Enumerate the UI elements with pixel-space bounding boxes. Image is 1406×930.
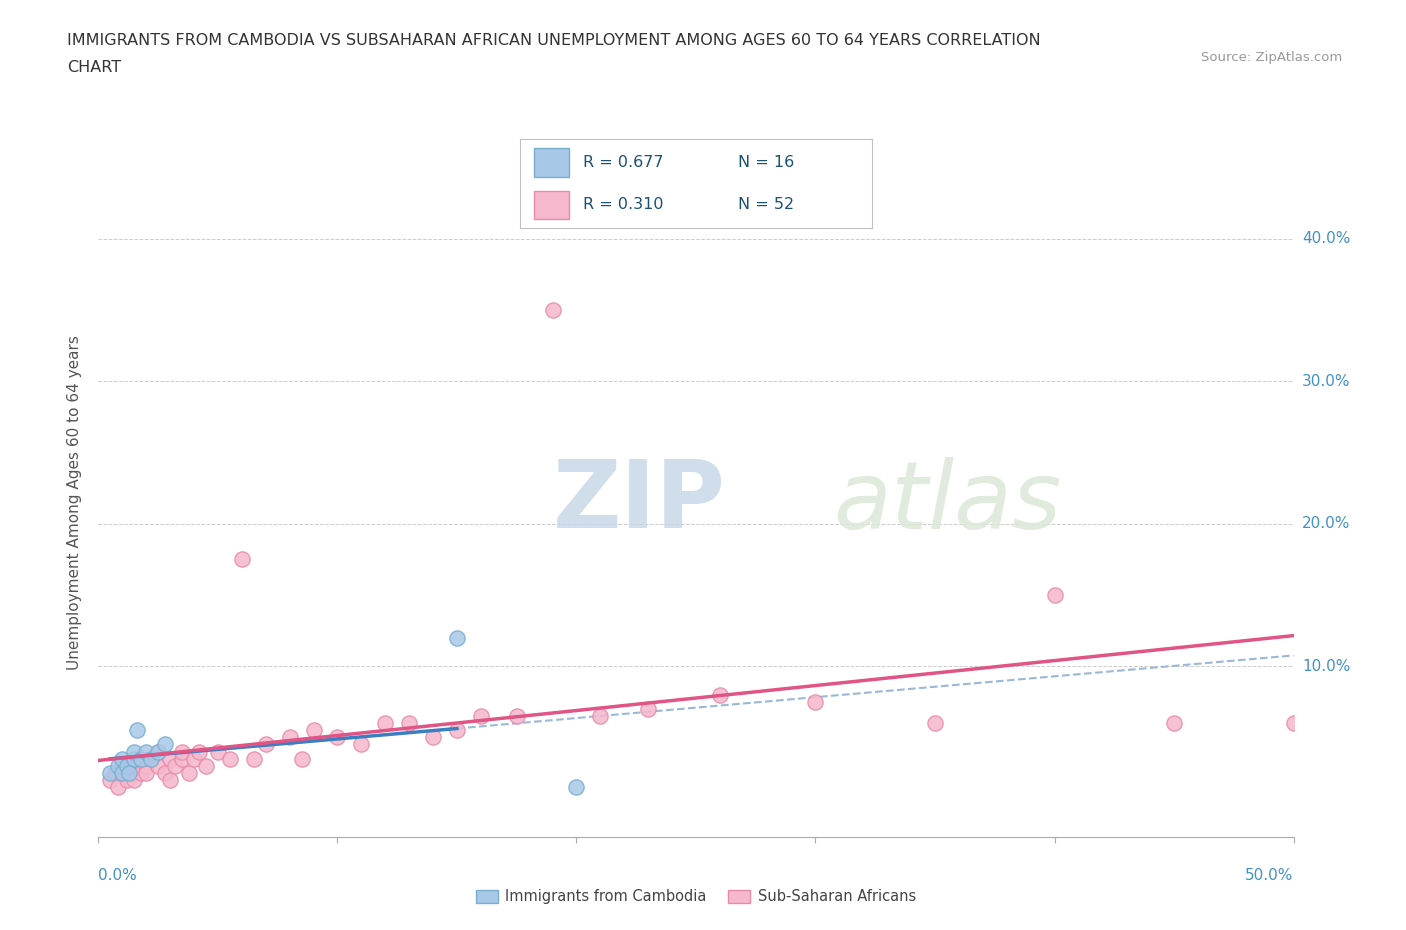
Text: CHART: CHART	[67, 60, 121, 75]
Text: R = 0.310: R = 0.310	[583, 197, 664, 212]
Point	[163, 758, 186, 773]
Text: 40.0%: 40.0%	[1302, 232, 1350, 246]
Text: 20.0%: 20.0%	[1302, 516, 1350, 531]
Point	[207, 744, 229, 759]
Point	[565, 779, 588, 794]
Point	[139, 751, 162, 766]
Point	[709, 687, 731, 702]
Bar	[534, 191, 569, 219]
Text: Source: ZipAtlas.com: Source: ZipAtlas.com	[1202, 51, 1343, 64]
Y-axis label: Unemployment Among Ages 60 to 64 years: Unemployment Among Ages 60 to 64 years	[67, 335, 83, 670]
Text: N = 16: N = 16	[738, 155, 794, 170]
Text: 50.0%: 50.0%	[1246, 868, 1294, 883]
Point	[243, 751, 266, 766]
Point	[135, 765, 157, 780]
Point	[159, 773, 181, 788]
Point	[155, 737, 177, 751]
Point	[104, 765, 127, 780]
Point	[121, 758, 143, 773]
Point	[148, 744, 170, 759]
Point	[326, 730, 349, 745]
Point	[155, 765, 177, 780]
Point	[107, 758, 129, 773]
Point	[1282, 715, 1305, 730]
Point	[172, 751, 194, 766]
Point	[124, 765, 146, 780]
Point	[115, 773, 138, 788]
Point	[125, 758, 148, 773]
Point	[118, 765, 141, 780]
Point	[135, 744, 157, 759]
Point	[278, 730, 301, 745]
Point	[111, 765, 134, 780]
Legend: Immigrants from Cambodia, Sub-Saharan Africans: Immigrants from Cambodia, Sub-Saharan Af…	[470, 884, 922, 910]
Text: 10.0%: 10.0%	[1302, 658, 1350, 673]
Text: 30.0%: 30.0%	[1302, 374, 1350, 389]
Text: IMMIGRANTS FROM CAMBODIA VS SUBSAHARAN AFRICAN UNEMPLOYMENT AMONG AGES 60 TO 64 : IMMIGRANTS FROM CAMBODIA VS SUBSAHARAN A…	[67, 33, 1040, 47]
Point	[183, 751, 205, 766]
Point	[254, 737, 277, 751]
Point	[98, 765, 122, 780]
Point	[924, 715, 946, 730]
Point	[115, 758, 138, 773]
Point	[159, 751, 181, 766]
Point	[302, 723, 325, 737]
Point	[111, 758, 134, 773]
Bar	[534, 148, 569, 177]
Point	[231, 551, 253, 566]
Point	[1163, 715, 1185, 730]
Point	[637, 701, 659, 716]
Text: ZIP: ZIP	[553, 457, 725, 548]
Point	[422, 730, 444, 745]
Point	[131, 765, 153, 780]
Point	[446, 723, 468, 737]
Point	[125, 723, 148, 737]
Point	[398, 715, 420, 730]
Point	[194, 758, 217, 773]
Point	[111, 751, 134, 766]
Point	[219, 751, 242, 766]
Text: N = 52: N = 52	[738, 197, 794, 212]
Point	[374, 715, 396, 730]
Point	[506, 709, 529, 724]
Point	[541, 302, 564, 317]
Point	[187, 744, 209, 759]
Point	[135, 758, 157, 773]
Text: atlas: atlas	[834, 457, 1062, 548]
Point	[470, 709, 492, 724]
Point	[111, 765, 134, 780]
Point	[139, 751, 162, 766]
Text: 0.0%: 0.0%	[98, 868, 138, 883]
Point	[589, 709, 612, 724]
Text: R = 0.677: R = 0.677	[583, 155, 664, 170]
Point	[124, 751, 146, 766]
Point	[350, 737, 373, 751]
Point	[804, 694, 827, 709]
Point	[1043, 588, 1066, 603]
Point	[446, 631, 468, 645]
Point	[148, 758, 170, 773]
Point	[290, 751, 312, 766]
Point	[124, 773, 146, 788]
Point	[131, 751, 153, 766]
Point	[179, 765, 201, 780]
Point	[172, 744, 194, 759]
Point	[107, 779, 129, 794]
Point	[148, 744, 170, 759]
Point	[98, 773, 122, 788]
Point	[124, 744, 146, 759]
Point	[118, 765, 141, 780]
